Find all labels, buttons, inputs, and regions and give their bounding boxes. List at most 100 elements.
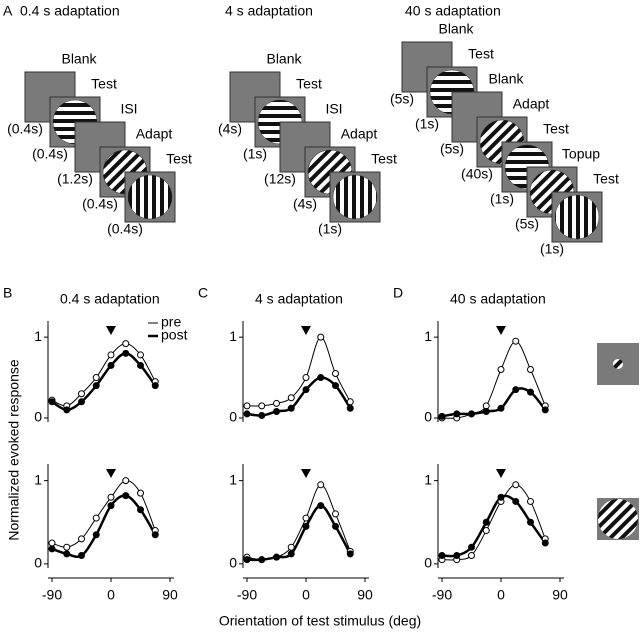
data-point bbox=[243, 556, 251, 564]
x-tick-label: -90 bbox=[432, 587, 452, 603]
data-point bbox=[541, 539, 549, 547]
large-stimulus-icon bbox=[597, 498, 639, 540]
step-duration: (1s) bbox=[540, 241, 564, 257]
step-duration: (4s) bbox=[218, 121, 242, 137]
data-point bbox=[346, 550, 354, 558]
data-point bbox=[137, 506, 144, 514]
chart-title: 4 s adaptation bbox=[255, 291, 343, 307]
step-name: Adapt bbox=[513, 96, 550, 112]
data-point bbox=[287, 394, 295, 402]
data-point bbox=[243, 402, 251, 410]
data-point bbox=[78, 535, 85, 543]
data-point bbox=[527, 518, 534, 526]
protocol-title: 40 s adaptation bbox=[405, 3, 501, 19]
data-point bbox=[317, 333, 325, 341]
data-point bbox=[317, 481, 325, 489]
x-tick-label: -90 bbox=[42, 587, 62, 603]
data-point bbox=[497, 493, 505, 501]
panel-label: B bbox=[3, 285, 12, 301]
data-point bbox=[122, 340, 130, 348]
x-tick-label: 0 bbox=[302, 587, 310, 603]
data-point bbox=[273, 407, 280, 415]
data-point bbox=[512, 337, 520, 345]
data-point bbox=[243, 410, 251, 418]
x-tick-label: 90 bbox=[552, 587, 568, 603]
x-tick-label: 0 bbox=[497, 587, 505, 603]
small-stimulus-icon bbox=[597, 343, 639, 385]
data-point bbox=[527, 365, 534, 373]
data-point bbox=[512, 497, 520, 505]
fit-curve bbox=[51, 352, 157, 412]
step-duration: (1s) bbox=[415, 116, 439, 132]
data-point bbox=[258, 412, 266, 420]
y-tick-label: 0 bbox=[229, 409, 237, 425]
data-point bbox=[497, 365, 505, 373]
chart-title: 40 s adaptation bbox=[450, 291, 546, 307]
data-point bbox=[332, 522, 339, 530]
data-point bbox=[92, 382, 100, 390]
step-name: Test bbox=[296, 76, 322, 92]
data-point bbox=[468, 552, 475, 560]
data-point bbox=[346, 398, 354, 406]
y-tick-label: 0 bbox=[34, 555, 42, 571]
data-point bbox=[482, 518, 490, 526]
data-point bbox=[453, 410, 461, 418]
adapter-marker bbox=[106, 326, 116, 335]
data-point bbox=[78, 398, 85, 406]
panel-label: C bbox=[198, 285, 208, 301]
data-point bbox=[346, 404, 354, 412]
step-duration: (4s) bbox=[293, 196, 317, 212]
y-tick-label: 0 bbox=[424, 409, 432, 425]
data-point bbox=[151, 382, 159, 390]
step-name: Test bbox=[166, 151, 192, 167]
chart-title: 0.4 s adaptation bbox=[60, 291, 160, 307]
step-duration: (12s) bbox=[264, 171, 296, 187]
data-point bbox=[438, 552, 446, 560]
data-point bbox=[482, 407, 490, 415]
step-duration: (1s) bbox=[490, 191, 514, 207]
data-point bbox=[48, 539, 56, 547]
data-point bbox=[332, 370, 339, 378]
data-point bbox=[122, 349, 130, 357]
data-point bbox=[453, 552, 461, 560]
step-name: Test bbox=[371, 151, 397, 167]
data-point bbox=[107, 351, 115, 359]
adapter-marker bbox=[301, 326, 311, 335]
data-point bbox=[137, 351, 144, 359]
y-tick-label: 0 bbox=[424, 555, 432, 571]
step-name: Adapt bbox=[136, 126, 173, 142]
step-duration: (1s) bbox=[243, 146, 267, 162]
data-point bbox=[317, 374, 325, 382]
data-point bbox=[92, 514, 100, 522]
data-point bbox=[287, 404, 295, 412]
data-point bbox=[468, 410, 475, 418]
y-tick-label: 1 bbox=[424, 471, 432, 487]
data-point bbox=[107, 493, 115, 501]
panel-label: D bbox=[393, 285, 403, 301]
fit-curve bbox=[441, 340, 546, 419]
y-tick-label: 1 bbox=[34, 328, 42, 344]
grating bbox=[332, 174, 378, 220]
step-name: ISI bbox=[120, 101, 137, 117]
data-point bbox=[48, 398, 56, 406]
y-tick-label: 1 bbox=[229, 471, 237, 487]
y-axis-label: Normalized evoked response bbox=[6, 359, 22, 541]
x-tick-label: 90 bbox=[357, 587, 373, 603]
step-name: Blank bbox=[488, 71, 524, 87]
grating bbox=[554, 194, 600, 240]
grating bbox=[127, 174, 173, 220]
data-point bbox=[78, 552, 85, 560]
x-tick-label: 90 bbox=[162, 587, 178, 603]
data-point bbox=[497, 404, 505, 412]
legend-label: post bbox=[161, 327, 188, 343]
data-point bbox=[78, 390, 85, 398]
data-point bbox=[302, 522, 310, 530]
step-name: Blank bbox=[61, 51, 97, 67]
data-point bbox=[438, 412, 446, 420]
step-duration: (40s) bbox=[461, 166, 493, 182]
step-name: Blank bbox=[438, 21, 474, 37]
step-name: Test bbox=[468, 46, 494, 62]
data-point bbox=[512, 481, 520, 489]
data-point bbox=[122, 477, 130, 485]
step-duration: (0.4s) bbox=[32, 146, 68, 162]
